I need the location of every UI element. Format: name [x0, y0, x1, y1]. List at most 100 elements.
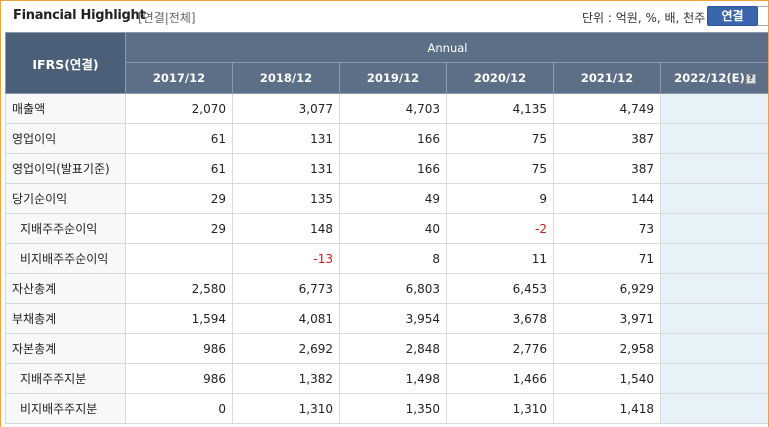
table-cell: 75 — [446, 153, 554, 184]
table-cell — [660, 333, 768, 364]
table-cell: 4,749 — [553, 93, 661, 124]
table-cell: 387 — [553, 123, 661, 154]
annual-group-header: Annual — [124, 32, 768, 63]
year-label: 2020/12 — [473, 71, 527, 85]
table-cell: 2,848 — [339, 333, 447, 364]
row-label: 매출액 — [5, 93, 126, 124]
table-cell: 3,077 — [232, 93, 340, 124]
year-label: 2018/12 — [259, 71, 313, 85]
table-row: 부채총계 1,594 4,081 3,954 3,678 3,971 — [5, 303, 768, 334]
table-row: 당기순이익 29 135 49 9 144 — [5, 183, 768, 214]
table-cell — [660, 393, 768, 424]
panel-subtitle: [연결|전체] — [138, 11, 196, 25]
table-body: 매출액 2,070 3,077 4,703 4,135 4,749 영업이익 61 131 166… — [5, 93, 768, 424]
table-cell: 131 — [232, 123, 340, 154]
year-label: 2022/12(E) — [674, 71, 745, 85]
table-cell: 1,466 — [446, 363, 554, 394]
table-cell: 4,703 — [339, 93, 447, 124]
financial-table: IFRS(연결) Annual 2017/12 2018/12 2019/12 202… — [5, 32, 768, 424]
row-label: 부채총계 — [5, 303, 126, 334]
table-cell: 1,310 — [446, 393, 554, 424]
ifrs-corner-header: IFRS(연결) — [5, 32, 126, 94]
panel-title: Financial Highlight — [13, 8, 146, 23]
table-cell: 75 — [446, 123, 554, 154]
table-cell: 11 — [446, 243, 554, 274]
table-cell: 6,453 — [446, 273, 554, 304]
table-row: 영업이익 61 131 166 75 387 — [5, 123, 768, 154]
unit-text: 단위 : 억원, %, 배, 천주 — [582, 11, 706, 25]
table-cell: 1,310 — [232, 393, 340, 424]
table-cell: 49 — [339, 183, 447, 214]
table-cell: 144 — [553, 183, 661, 214]
table-cell: 2,580 — [125, 273, 233, 304]
table-cell: 61 — [125, 153, 233, 184]
table-row: 비지배주주지분 0 1,310 1,350 1,310 1,418 — [5, 393, 768, 424]
table-cell: 986 — [125, 333, 233, 364]
table-cell: 29 — [125, 183, 233, 214]
row-label: 영업이익(발표기준) — [5, 153, 126, 184]
table-cell: 131 — [232, 153, 340, 184]
table-cell: 1,594 — [125, 303, 233, 334]
table-cell — [660, 183, 768, 214]
table-cell — [660, 243, 768, 274]
help-icon[interactable]: ? — [745, 74, 756, 84]
table-cell — [660, 213, 768, 244]
table-cell — [660, 153, 768, 184]
table-row: 자산총계 2,580 6,773 6,803 6,453 6,929 — [5, 273, 768, 304]
table-cell: 6,929 — [553, 273, 661, 304]
year-label: 2017/12 — [152, 71, 206, 85]
year-header-5: 2022/12(E)? — [659, 62, 768, 94]
table-cell: 61 — [125, 123, 233, 154]
table-row: 영업이익(발표기준) 61 131 166 75 387 — [5, 153, 768, 184]
year-header-0: 2017/12 — [125, 62, 233, 94]
table-cell: 6,773 — [232, 273, 340, 304]
table-row: 지배주주지분 986 1,382 1,498 1,466 1,540 — [5, 363, 768, 394]
table-cell: 73 — [553, 213, 661, 244]
table-cell: 2,958 — [553, 333, 661, 364]
table-cell: 1,498 — [339, 363, 447, 394]
table-cell: 8 — [339, 243, 447, 274]
table-cell: 3,954 — [339, 303, 447, 334]
table-cell — [660, 273, 768, 304]
table-cell: 986 — [125, 363, 233, 394]
table-cell: 40 — [339, 213, 447, 244]
table-cell — [660, 303, 768, 334]
table-cell: 4,081 — [232, 303, 340, 334]
table-row: 자본총계 986 2,692 2,848 2,776 2,958 — [5, 333, 768, 364]
table-cell: 3,971 — [553, 303, 661, 334]
row-label: 영업이익 — [5, 123, 126, 154]
table-cell: 29 — [125, 213, 233, 244]
year-label: 2021/12 — [580, 71, 634, 85]
year-header-1: 2018/12 — [232, 62, 340, 94]
table-cell — [660, 363, 768, 394]
table-cell — [660, 93, 768, 124]
table-cell: 166 — [339, 153, 447, 184]
row-label: 지배주주순이익 — [5, 213, 126, 244]
year-header-4: 2021/12 — [553, 62, 661, 94]
table-cell: 0 — [125, 393, 233, 424]
table-cell: 3,678 — [446, 303, 554, 334]
year-header-2: 2019/12 — [339, 62, 447, 94]
table-cell: 166 — [339, 123, 447, 154]
year-header-row: 2017/12 2018/12 2019/12 2020/12 2021/12 2022/… — [6, 62, 768, 94]
table-cell: -2 — [446, 213, 554, 244]
table-cell: 135 — [232, 183, 340, 214]
year-label: 2019/12 — [366, 71, 420, 85]
row-label: 자산총계 — [5, 273, 126, 304]
row-label: 비지배주주지분 — [5, 393, 126, 424]
table-cell: 9 — [446, 183, 554, 214]
table-cell — [125, 243, 233, 274]
table-cell: 148 — [232, 213, 340, 244]
table-row: 지배주주순이익 29 148 40 -2 73 — [5, 213, 768, 244]
table-cell: 6,803 — [339, 273, 447, 304]
toggle-button-edge[interactable] — [758, 6, 768, 26]
panel-header: Financial Highlight [연결|전체] 단위 : 억원, %, … — [1, 1, 768, 31]
table-cell: -13 — [232, 243, 340, 274]
table-cell: 1,382 — [232, 363, 340, 394]
table-cell: 2,776 — [446, 333, 554, 364]
consolidated-toggle-button[interactable]: 연결 — [707, 6, 758, 26]
table-row: 비지배주주순이익 -13 8 11 71 — [5, 243, 768, 274]
year-header-3: 2020/12 — [446, 62, 554, 94]
table-cell: 1,418 — [553, 393, 661, 424]
